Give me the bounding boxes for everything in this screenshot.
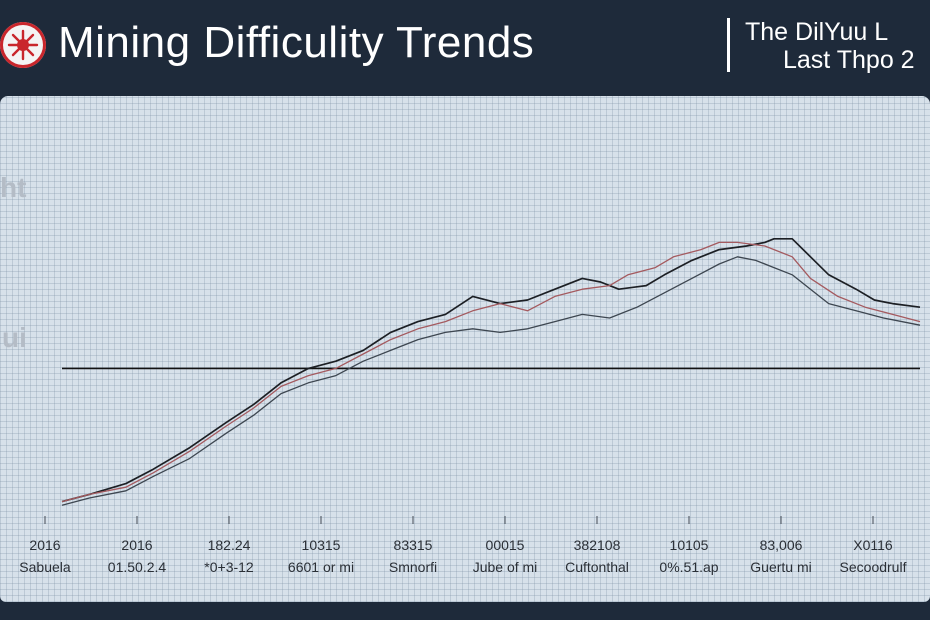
x-tick-sublabel: Secoodrulf (839, 559, 907, 575)
x-tick-label: 83,006 (759, 537, 803, 553)
chart-panel (0, 96, 930, 602)
x-tick-label: 2016 (29, 537, 61, 553)
x-tick-label: 10315 (301, 537, 341, 553)
x-tick-sublabel: *0+3-12 (204, 559, 254, 575)
header-divider (727, 18, 730, 72)
series-line-3 (61, 256, 921, 506)
red-star-burst-icon (0, 22, 46, 68)
header-subtitle: The DilYuu L Last Thpo 2 (745, 18, 930, 74)
x-tick-sublabel: Guertu mi (750, 559, 812, 575)
x-tick-label: 83315 (393, 537, 433, 553)
side-label-upper: ht (0, 172, 27, 203)
x-tick-sublabel: Cuftonthal (565, 559, 629, 575)
x-tick-sublabel: 6601 or mi (287, 559, 355, 575)
x-tick-label: 2016 (121, 537, 153, 553)
series-line-1 (61, 237, 921, 503)
x-tick-sublabel: 0%.51.ap (659, 559, 719, 575)
x-tick-sublabel: Jube of mi (472, 559, 538, 575)
x-tick-label: 382108 (573, 537, 621, 553)
series-line-2 (61, 241, 921, 503)
x-tick-sublabel: 01.50.2.4 (107, 559, 167, 575)
x-tick-sublabel: Sabuela (19, 559, 71, 575)
header-bar: Mining Difficulity Trends The DilYuu L L… (0, 0, 930, 92)
side-label-lower: ui (2, 322, 27, 353)
x-tick-label: 10105 (669, 537, 709, 553)
page-title: Mining Difficulity Trends (58, 18, 535, 67)
subtitle-line-2: Last Thpo 2 (783, 46, 915, 74)
line-chart (44, 237, 921, 524)
x-tick-label: X0116 (853, 537, 893, 553)
x-tick-label: 182.24 (207, 537, 251, 553)
x-tick-label: 00015 (485, 537, 525, 553)
x-tick-sublabel: Smnorfi (388, 559, 438, 575)
subtitle-line-1: The DilYuu L (745, 18, 889, 46)
bottom-strip (0, 602, 930, 620)
